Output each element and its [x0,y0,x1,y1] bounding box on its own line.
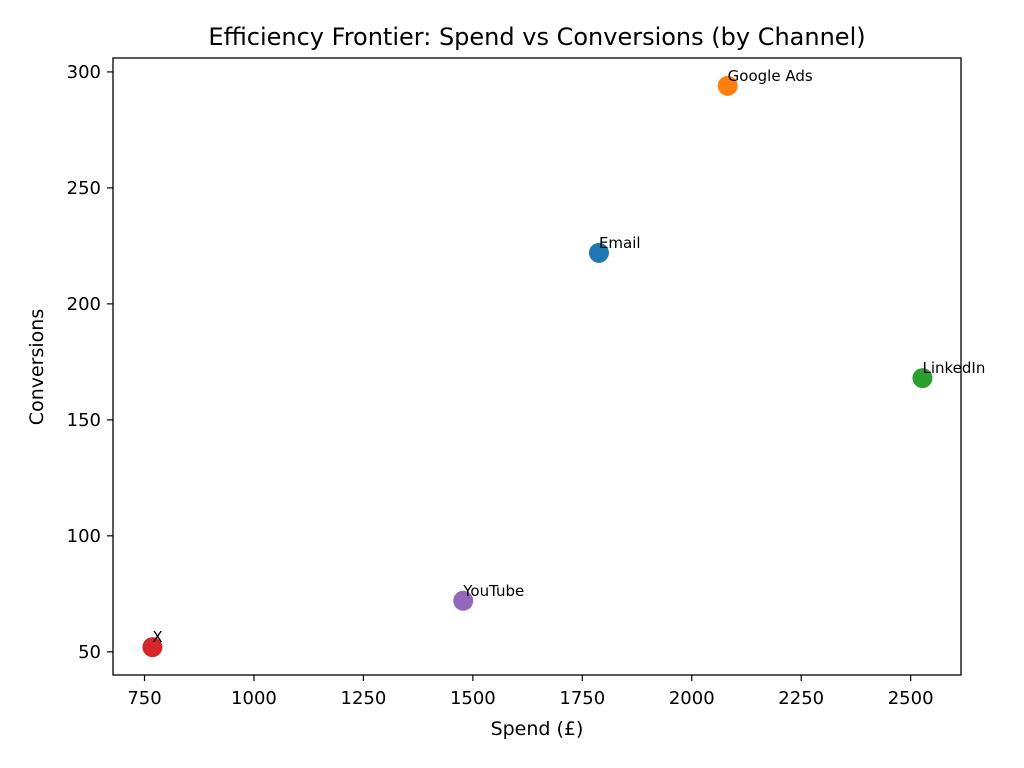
y-tick-label: 300 [67,62,101,83]
data-point [912,368,933,389]
x-tick-label: 1000 [231,688,277,709]
x-tick-label: 2000 [669,688,715,709]
x-tick-label: 750 [127,688,161,709]
x-tick-label: 1750 [559,688,605,709]
y-tick-label: 50 [78,642,101,663]
data-point [588,242,609,263]
data-point-label: Google Ads [728,67,813,85]
data-point-label: X [152,628,162,646]
chart-title: Efficiency Frontier: Spend vs Conversion… [208,23,865,51]
y-tick-label: 200 [67,294,101,315]
x-tick-label: 1250 [341,688,387,709]
data-point-label: LinkedIn [922,359,985,377]
x-axis-label: Spend (£) [491,718,584,740]
data-point [717,75,738,96]
data-point-label: Email [599,234,641,252]
x-tick-label: 2500 [888,688,934,709]
x-tick-label: 2250 [778,688,824,709]
axes-frame [112,57,962,676]
y-axis-label: Conversions [26,309,48,425]
y-tick-label: 100 [67,526,101,547]
data-point [453,590,474,611]
x-tick-label: 1500 [450,688,496,709]
y-tick-label: 150 [67,410,101,431]
data-point-label: YouTube [462,582,524,600]
data-point [142,637,163,658]
y-tick-label: 250 [67,178,101,199]
plot-area: 750 1000 1250 1500 1750 2000 2250 2500 50 100 150 2… [67,57,985,709]
